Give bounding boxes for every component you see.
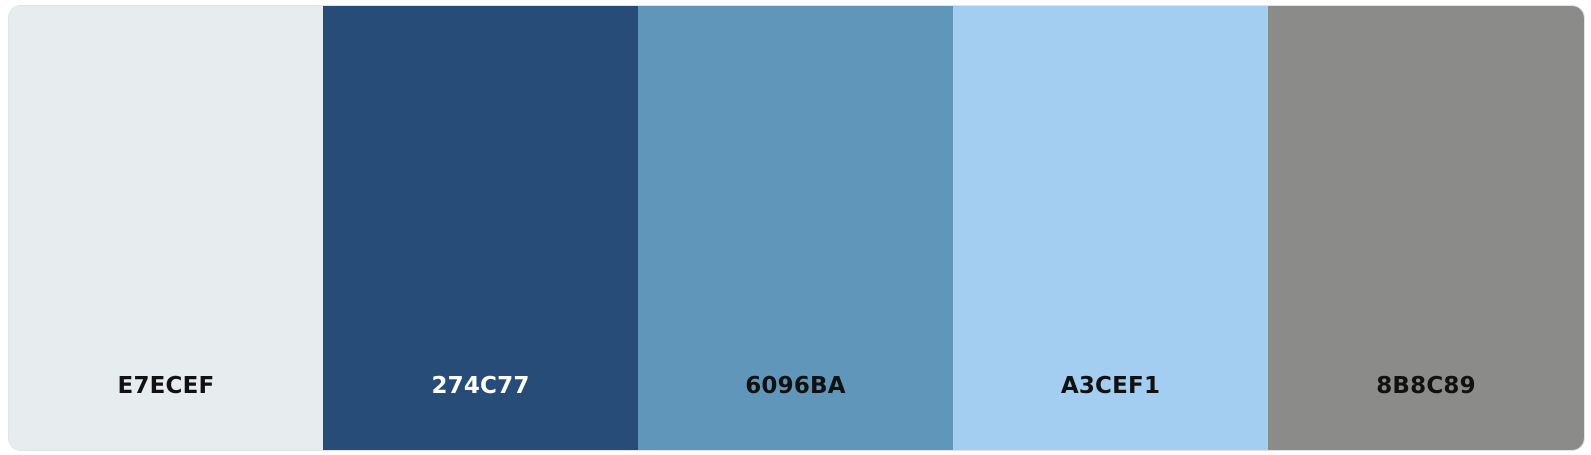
color-palette: E7ECEF 274C77 6096BA A3CEF1 8B8C89	[9, 6, 1584, 450]
swatch-hex-label: 8B8C89	[1376, 373, 1476, 399]
color-swatch-1[interactable]: E7ECEF	[9, 6, 323, 450]
color-swatch-5[interactable]: 8B8C89	[1268, 6, 1584, 450]
color-swatch-3[interactable]: 6096BA	[638, 6, 953, 450]
swatch-hex-label: 274C77	[431, 373, 530, 399]
color-swatch-2[interactable]: 274C77	[323, 6, 638, 450]
swatch-hex-label: A3CEF1	[1060, 373, 1161, 399]
swatch-hex-label: 6096BA	[745, 373, 846, 399]
color-swatch-4[interactable]: A3CEF1	[953, 6, 1268, 450]
swatch-hex-label: E7ECEF	[117, 373, 215, 399]
